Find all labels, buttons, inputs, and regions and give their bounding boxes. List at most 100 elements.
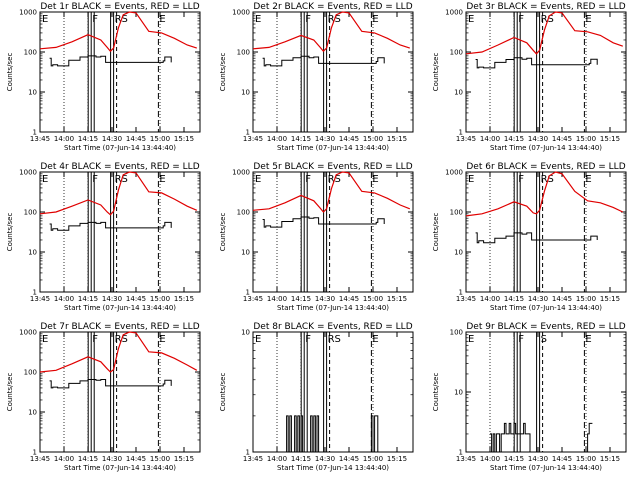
x-tick-label: 15:15 [387, 295, 407, 303]
chart-title: Det 5r BLACK = Events, RED = LLD [253, 162, 412, 172]
x-axis-label: Start Time (07-Jun-14 13:44:40) [64, 464, 176, 472]
event-marker-label: E [255, 14, 261, 25]
chart-svg: Det 1r BLACK = Events, RED = LLD 1 10 100 10… [6, 2, 201, 152]
x-tick-label: 14:45 [339, 135, 359, 143]
chart-panel: Det 7r BLACK = Events, RED = LLD 1 10 100 10… [0, 320, 213, 480]
event-marker-label: F [518, 14, 524, 25]
x-tick-label: 14:45 [339, 455, 359, 463]
x-tick-label: 15:00 [576, 295, 596, 303]
y-tick-label: 1 [459, 449, 463, 457]
chart-panel: Det 9r BLACK = Events, RED = LLD 1 10 100 13… [426, 320, 639, 480]
lld-series-line [252, 11, 410, 53]
chart-panel: Det 8r BLACK = Events, RED = LLD 1 10 13:45… [213, 320, 426, 480]
x-tick-label: 14:45 [552, 455, 572, 463]
y-axis-label: Counts/sec [219, 373, 227, 412]
y-tick-label: 100 [24, 209, 37, 217]
x-tick-label: 14:00 [267, 455, 287, 463]
plot-frame [252, 171, 414, 293]
x-tick-label: 14:15 [291, 455, 311, 463]
chart-svg: Det 4r BLACK = Events, RED = LLD 1 10 100 10… [6, 162, 201, 312]
chart-panel: Det 5r BLACK = Events, RED = LLD 1 10 100 10… [213, 160, 426, 320]
x-tick-label: 13:45 [456, 295, 476, 303]
x-tick-label: 14:00 [54, 135, 74, 143]
x-tick-label: 15:15 [174, 455, 194, 463]
event-marker-label: E [585, 174, 591, 185]
chart-title: Det 3r BLACK = Events, RED = LLD [466, 2, 625, 12]
y-tick-label: 1 [246, 289, 250, 297]
lld-series-line [39, 11, 197, 53]
x-tick-label: 14:00 [267, 295, 287, 303]
x-tick-label: 15:00 [363, 135, 383, 143]
events-series-line [475, 57, 598, 69]
lld-series-line [465, 171, 624, 217]
plot-frame [465, 11, 627, 133]
chart-svg: Det 2r BLACK = Events, RED = LLD 1 10 100 10… [219, 2, 414, 152]
x-tick-label: 14:15 [78, 135, 98, 143]
x-tick-label: 13:45 [30, 295, 50, 303]
event-marker-label: E [159, 334, 165, 345]
plot-frame [465, 171, 627, 293]
event-marker-label: E [42, 14, 48, 25]
x-tick-label: 13:45 [30, 455, 50, 463]
chart-svg: Det 9r BLACK = Events, RED = LLD 1 10 100 13… [432, 322, 627, 472]
x-tick-label: 14:15 [504, 135, 524, 143]
y-tick-label: 100 [237, 49, 250, 57]
chart-panel: Det 1r BLACK = Events, RED = LLD 1 10 100 10… [0, 0, 213, 160]
x-tick-label: 14:15 [78, 295, 98, 303]
x-tick-label: 14:30 [315, 455, 335, 463]
event-marker-label: E [468, 174, 474, 185]
lld-series-line [39, 171, 198, 216]
plot-frame [252, 11, 414, 133]
x-tick-label: 15:15 [600, 295, 620, 303]
chart-panel: Det 2r BLACK = Events, RED = LLD 1 10 100 10… [213, 0, 426, 160]
events-series-line [490, 422, 593, 453]
chart-title: Det 1r BLACK = Events, RED = LLD [40, 2, 199, 12]
x-tick-label: 15:00 [363, 295, 383, 303]
lld-series-line [39, 331, 198, 373]
event-marker-label: E [255, 174, 261, 185]
y-axis-label: Counts/sec [6, 213, 14, 252]
x-tick-label: 15:15 [387, 135, 407, 143]
x-tick-label: 14:00 [54, 295, 74, 303]
x-tick-label: 15:00 [576, 455, 596, 463]
x-axis-label: Start Time (07-Jun-14 13:44:40) [490, 304, 602, 312]
y-axis-label: Counts/sec [432, 373, 440, 412]
x-tick-label: 15:15 [387, 455, 407, 463]
chart-svg: Det 3r BLACK = Events, RED = LLD 1 10 100 10… [432, 2, 627, 152]
events-series-line [49, 55, 172, 67]
x-axis-label: Start Time (07-Jun-14 13:44:40) [490, 464, 602, 472]
x-axis-label: Start Time (07-Jun-14 13:44:40) [277, 144, 389, 152]
event-marker-label: E [42, 334, 48, 345]
y-tick-label: 1 [246, 129, 250, 137]
y-tick-label: 100 [450, 209, 463, 217]
x-tick-label: 15:00 [150, 135, 170, 143]
x-tick-label: 14:00 [54, 455, 74, 463]
x-tick-label: 15:15 [174, 135, 194, 143]
event-marker-label: E [42, 174, 48, 185]
chart-title: Det 9r BLACK = Events, RED = LLD [466, 322, 625, 332]
event-marker-label: RS [328, 334, 341, 345]
y-tick-label: 1 [33, 129, 37, 137]
events-series-line [49, 221, 172, 231]
event-marker-label: RS [541, 14, 554, 25]
x-tick-label: 14:30 [528, 455, 548, 463]
lld-series-line [465, 11, 624, 55]
y-tick-label: 100 [450, 49, 463, 57]
x-axis-label: Start Time (07-Jun-14 13:44:40) [64, 304, 176, 312]
x-tick-label: 14:00 [267, 135, 287, 143]
y-tick-label: 10 [28, 409, 37, 417]
x-tick-label: 15:00 [150, 295, 170, 303]
event-marker-label: F [92, 14, 98, 25]
event-marker-label: F [92, 334, 98, 345]
y-tick-label: 100 [24, 369, 37, 377]
y-tick-label: 1 [33, 289, 37, 297]
event-marker-label: F [518, 174, 524, 185]
x-tick-label: 14:15 [504, 455, 524, 463]
event-marker-label: E [468, 14, 474, 25]
y-tick-label: 1000 [232, 169, 250, 177]
x-tick-label: 15:15 [174, 295, 194, 303]
event-marker-label: F [92, 174, 98, 185]
y-axis-label: Counts/sec [6, 373, 14, 412]
chart-panel: Det 3r BLACK = Events, RED = LLD 1 10 100 10… [426, 0, 639, 160]
